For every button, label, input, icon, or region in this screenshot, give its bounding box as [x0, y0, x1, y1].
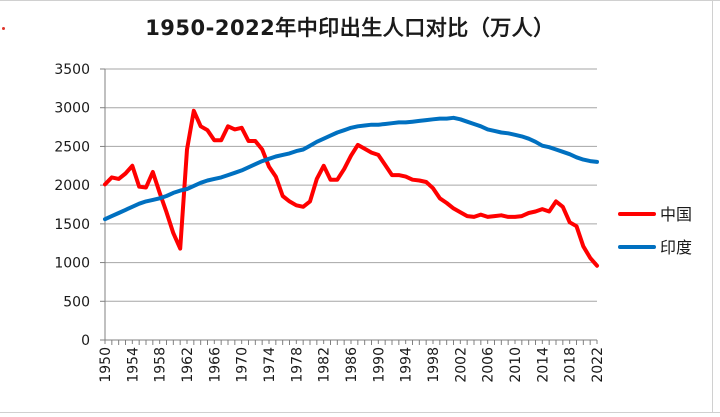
- x-tick-label: 1966: [207, 347, 223, 383]
- slide-border-right: [712, 0, 713, 412]
- axes: [100, 68, 598, 345]
- x-tick-label: 1998: [426, 347, 442, 383]
- y-tick-label: 0: [81, 333, 90, 349]
- x-tick-label: 1982: [317, 347, 333, 383]
- y-tick-label: 1500: [54, 217, 90, 233]
- x-tick-label: 1970: [235, 347, 251, 383]
- series-line-india: [103, 115, 599, 222]
- grid-lines: [105, 68, 597, 302]
- x-tick-label: 1954: [125, 347, 141, 383]
- legend-label: 中国: [660, 205, 692, 224]
- x-tick-label: 1974: [262, 347, 278, 383]
- bullet-dot: [2, 27, 5, 30]
- legend-label: 印度: [660, 238, 692, 257]
- x-tick-label: 2022: [590, 347, 606, 383]
- y-tick-label: 1000: [54, 256, 90, 272]
- slide-border-top: [0, 0, 720, 1]
- chart-title: 1950-2022年中印出生人口对比（万人）: [145, 16, 555, 40]
- x-tick-label: 1990: [371, 347, 387, 383]
- x-axis-tick-labels: 1950 1954 1958 1962 1966 1970 1974 1978 1982 1986…: [98, 347, 606, 383]
- y-tick-label: 2500: [54, 139, 90, 155]
- y-tick-label: 3500: [54, 62, 90, 78]
- x-tick-label: 2014: [535, 347, 551, 383]
- x-tick-label: 1986: [344, 347, 360, 383]
- x-tick-label: 2018: [563, 347, 579, 383]
- series-line-china: [103, 108, 599, 268]
- x-tick-label: 2010: [508, 347, 524, 383]
- x-tick-label: 1994: [399, 347, 415, 383]
- y-tick-label: 500: [63, 294, 90, 310]
- x-tick-label: 2006: [481, 347, 497, 383]
- y-tick-label: 3000: [54, 101, 90, 117]
- x-tick-label: 1962: [180, 347, 196, 383]
- x-tick-label: 1950: [98, 347, 114, 383]
- y-axis-tick-labels: 0 500 1000 1500 2000 2500 3000 3500: [54, 62, 90, 349]
- slide-border-bottom: [0, 412, 720, 413]
- series-lines: [103, 108, 599, 268]
- x-tick-label: 2002: [453, 347, 469, 383]
- y-tick-label: 2000: [54, 178, 90, 194]
- x-tick-label: 1978: [289, 347, 305, 383]
- x-tick-label: 1958: [153, 347, 169, 383]
